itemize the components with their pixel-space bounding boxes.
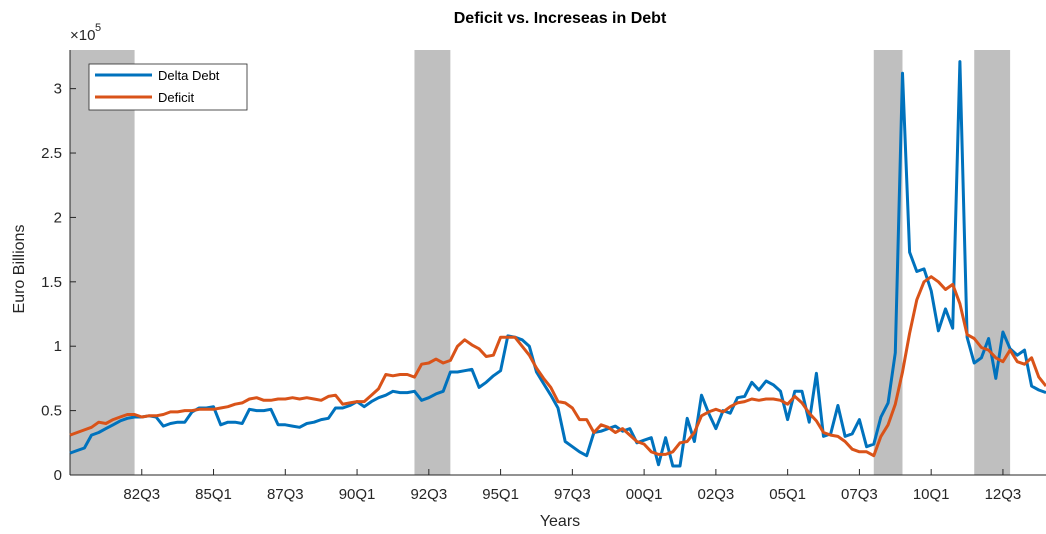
y-axis-title: Euro Billions	[11, 225, 28, 314]
y-tick-label: 0.5	[41, 403, 62, 420]
x-tick-label: 10Q1	[913, 486, 950, 503]
x-tick-label: 02Q3	[698, 486, 735, 503]
legend: Delta Debt Deficit	[88, 63, 248, 111]
y-exponent-base: ×10	[70, 27, 95, 44]
series-line-deficit	[69, 275, 1046, 458]
y-tick-label: 3	[54, 81, 62, 98]
y-tick-label: 2.5	[41, 145, 62, 162]
x-tick-label: 07Q3	[841, 486, 878, 503]
x-tick-label: 85Q1	[195, 486, 232, 503]
y-exponent-power: 5	[95, 22, 101, 34]
x-tick-label: 12Q3	[985, 486, 1022, 503]
x-tick-label: 82Q3	[123, 486, 160, 503]
x-axis-ticks: 82Q3 85Q1 87Q3 90Q1 92Q3 95Q1 97Q3 00Q1 02Q3 05Q1…	[123, 469, 1021, 503]
y-axis-ticks: 0 0.5 1 1.5 2 2.5 3	[41, 81, 76, 484]
x-tick-label: 90Q1	[339, 486, 376, 503]
y-tick-label: 1.5	[41, 274, 62, 291]
y-tick-label: 2	[54, 209, 62, 226]
x-tick-label: 00Q1	[626, 486, 663, 503]
recession-band-1	[414, 50, 451, 475]
recession-band-3	[974, 50, 1011, 475]
chart-title: Deficit vs. Increseas in Debt	[454, 10, 667, 27]
axes: 0 0.5 1 1.5 2 2.5 3 82Q3 85Q1 87Q3 90Q1 92Q3 95Q1 97…	[41, 50, 1046, 503]
recession-bands	[70, 50, 1011, 475]
x-tick-label: 87Q3	[267, 486, 304, 503]
series-layer	[69, 60, 1046, 468]
x-axis-title: Years	[540, 513, 580, 530]
y-tick-label: 1	[54, 338, 62, 355]
legend-label-deficit: Deficit	[158, 90, 195, 105]
legend-label-delta-debt: Delta Debt	[158, 68, 220, 83]
series-line-delta-debt	[69, 60, 1046, 468]
x-tick-label: 95Q1	[482, 486, 519, 503]
x-tick-label: 05Q1	[769, 486, 806, 503]
y-tick-label: 0	[54, 467, 62, 484]
x-tick-label: 92Q3	[410, 486, 447, 503]
y-axis-exponent: ×10 5	[70, 22, 101, 44]
legend-box	[88, 63, 248, 111]
x-tick-label: 97Q3	[554, 486, 591, 503]
recession-band-0	[70, 50, 135, 475]
